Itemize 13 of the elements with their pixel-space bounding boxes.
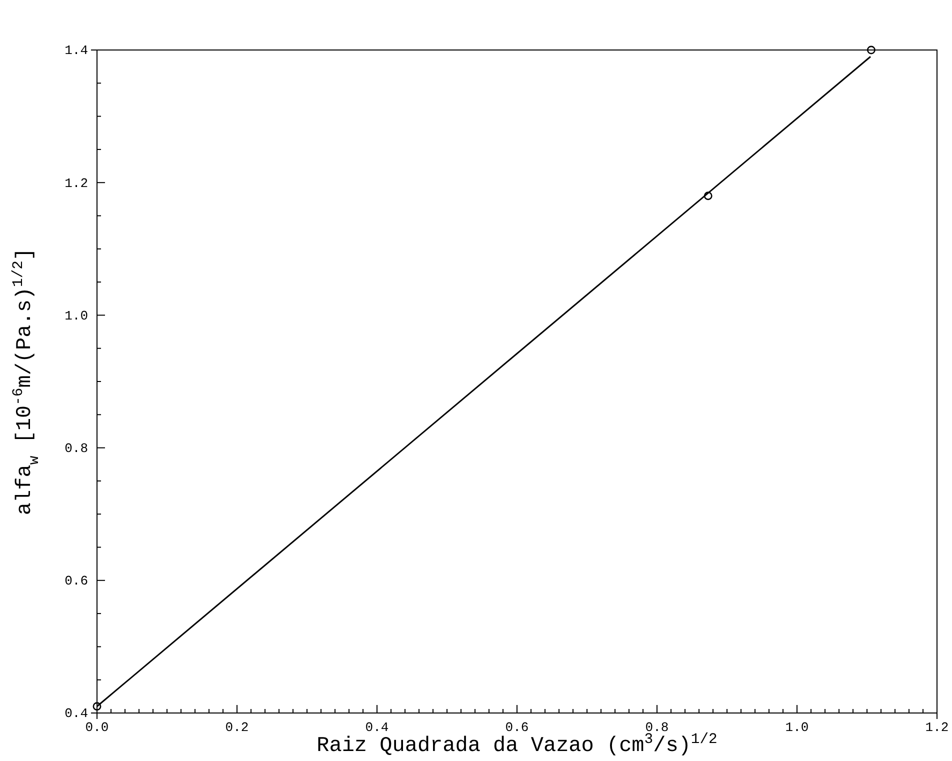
y-tick-label: 0.8 [64,440,88,456]
point [704,192,712,200]
y-tick-label: 0.4 [64,706,88,722]
x-tick-label: 0.0 [85,720,109,736]
point [866,46,876,54]
y-tick-label: 1.2 [64,176,88,191]
point [92,702,102,711]
x-tick-label: 1.2 [925,720,949,736]
x-tick-label: 1.0 [785,720,809,736]
y-tick-label: 1.0 [64,308,88,324]
y-tick-label: 1.4 [64,43,88,58]
y-tick-label: 0.6 [64,574,88,589]
x-tick-label: 0.2 [225,720,249,736]
